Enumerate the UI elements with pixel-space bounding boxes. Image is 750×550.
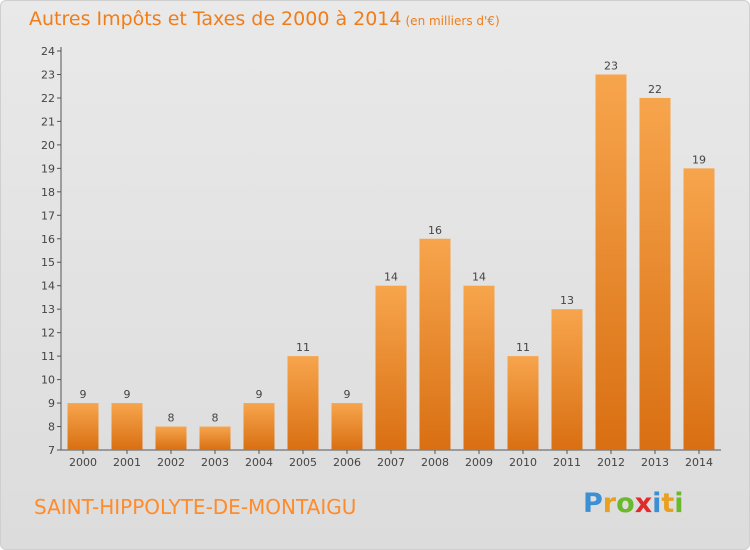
logo-letter: r [602,488,617,519]
y-tick-label: 10 [41,374,55,387]
x-tick-label: 2012 [597,456,625,469]
logo-letter: i [674,488,684,519]
bar [199,426,231,450]
y-tick-label: 11 [41,350,55,363]
data-label: 22 [648,83,662,96]
y-tick-label: 22 [41,92,55,105]
y-tick-label: 7 [48,444,55,457]
bar [375,285,407,450]
x-tick-label: 2007 [377,456,405,469]
data-label: 23 [604,59,618,72]
x-tick-label: 2011 [553,456,581,469]
x-tick-label: 2002 [157,456,185,469]
x-tick-label: 2000 [69,456,97,469]
y-tick-label: 12 [41,327,55,340]
bar [683,168,715,450]
x-tick-label: 2010 [509,456,537,469]
y-tick-label: 8 [48,421,55,434]
y-tick-label: 14 [41,280,55,293]
data-label: 13 [560,294,574,307]
y-tick-label: 15 [41,256,55,269]
y-tick-label: 20 [41,139,55,152]
bar [595,74,627,451]
x-tick-label: 2009 [465,456,493,469]
data-label: 8 [168,412,175,425]
bar [155,426,187,450]
x-tick-label: 2001 [113,456,141,469]
data-label: 9 [124,388,131,401]
data-label: 9 [344,388,351,401]
y-tick-label: 23 [41,68,55,81]
unit-label: (en milliers d'€) [405,14,500,28]
x-tick-label: 2013 [641,456,669,469]
title-text: Autres Impôts et Taxes de 2000 à 2014 [29,8,402,30]
x-tick-label: 2003 [201,456,229,469]
chart-title: Autres Impôts et Taxes de 2000 à 2014 (en… [29,8,500,30]
bar [67,403,99,450]
data-label: 11 [296,341,310,354]
data-label: 19 [692,153,706,166]
data-label: 16 [428,224,442,237]
data-label: 14 [472,271,486,284]
proxiti-logo: Proxiti [583,488,684,519]
data-label: 9 [256,388,263,401]
data-label: 9 [80,388,87,401]
x-tick-label: 2005 [289,456,317,469]
bar [463,285,495,450]
y-tick-label: 13 [41,303,55,316]
bar [331,403,363,450]
x-tick-label: 2004 [245,456,273,469]
bar [287,356,319,450]
bar [419,238,451,450]
bar [111,403,143,450]
logo-letter: P [583,488,603,519]
bar [639,97,671,451]
bar [243,403,275,450]
x-tick-label: 2006 [333,456,361,469]
y-tick-label: 24 [41,45,55,58]
data-label: 8 [212,412,219,425]
y-tick-label: 18 [41,186,55,199]
x-tick-label: 2008 [421,456,449,469]
bar [507,356,539,450]
logo-letter: o [616,488,635,519]
bar [551,309,583,450]
logo-letter: x [634,488,653,519]
logo-letter: t [661,488,675,519]
x-tick-label: 2014 [685,456,713,469]
commune-name: SAINT-HIPPOLYTE-DE-MONTAIGU [34,495,357,519]
data-label: 11 [516,341,530,354]
y-tick-label: 9 [48,397,55,410]
y-tick-label: 16 [41,233,55,246]
logo-letter: i [652,488,662,519]
y-tick-label: 21 [41,115,55,128]
y-tick-label: 17 [41,209,55,222]
y-tick-label: 19 [41,162,55,175]
data-label: 14 [384,271,398,284]
